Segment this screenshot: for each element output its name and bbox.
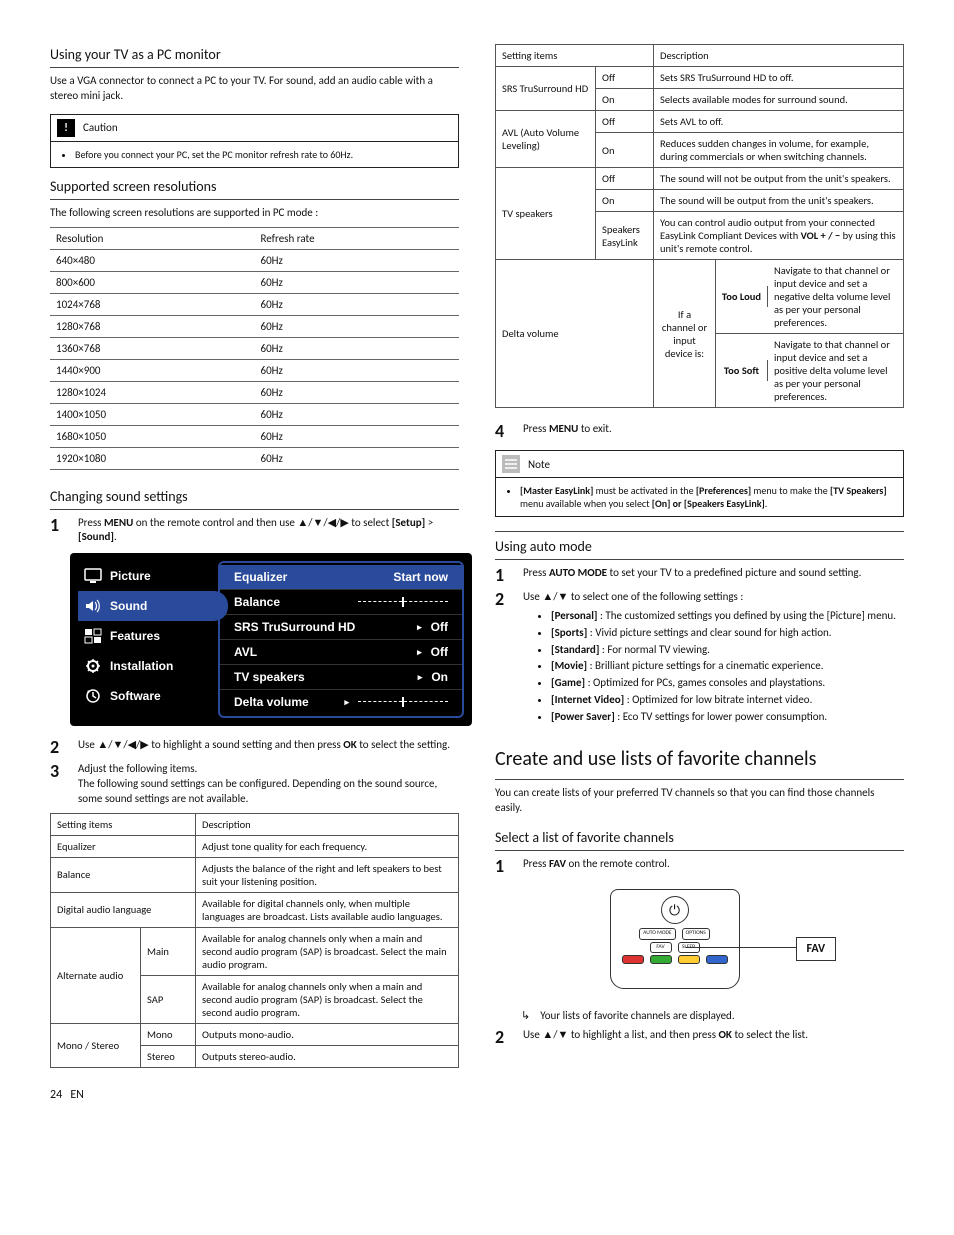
- heading-pc-monitor: Using your TV as a PC monitor: [50, 46, 459, 63]
- row-dal: Digital audio language: [51, 892, 196, 927]
- row-alt: Alternate audio: [51, 927, 141, 1023]
- heading-sound: Changing sound settings: [50, 488, 459, 505]
- row-bal: Balance: [51, 857, 196, 892]
- step-2: 2: [50, 738, 64, 756]
- list-item: [Internet Video] : Optimized for low bit…: [551, 693, 904, 708]
- table-cell: 60Hz: [255, 337, 460, 359]
- menu-item-features: Features: [78, 621, 218, 651]
- sound-menu-screenshot: PictureSoundFeaturesInstallationSoftware…: [70, 553, 472, 726]
- table-cell: 1440×900: [50, 359, 255, 381]
- table-cell: 1024×768: [50, 293, 255, 315]
- note-label: Note: [528, 458, 550, 471]
- fav-step-2: 2: [495, 1028, 509, 1046]
- menu-item-picture: Picture: [78, 561, 218, 591]
- resolution-table: Resolution Refresh rate 640×48060Hz800×6…: [50, 227, 459, 470]
- option-row: Delta volume▸: [220, 689, 462, 714]
- row-ms: Mono / Stereo: [51, 1023, 141, 1067]
- sound-settings-table-1: Setting items Description Equalizer Adju…: [50, 813, 459, 1068]
- table-cell: 60Hz: [255, 315, 460, 337]
- list-item: [Movie] : Brilliant picture settings for…: [551, 659, 904, 674]
- caution-label: Caution: [83, 121, 118, 134]
- note-box: Note [Master EasyLink] must be activated…: [495, 450, 904, 517]
- option-row: EqualizerStart now: [220, 565, 462, 589]
- auto-step-2: 2: [495, 590, 509, 729]
- step-4: 4: [495, 422, 509, 440]
- res-col1: Resolution: [50, 227, 255, 249]
- row-avl: AVL (Auto Volume Leveling): [496, 111, 596, 168]
- caution-text: Before you connect your PC, set the PC m…: [75, 148, 448, 161]
- list-item: [Sports] : Vivid picture settings and cl…: [551, 626, 904, 641]
- table-cell: 1280×768: [50, 315, 255, 337]
- table-cell: 60Hz: [255, 249, 460, 271]
- auto-step-1: 1: [495, 566, 509, 584]
- table-cell: 60Hz: [255, 447, 460, 469]
- step-2-text: Use ▲/▼/◀/▶ to highlight a sound setting…: [78, 738, 459, 756]
- step-1: 1: [50, 516, 64, 546]
- option-row: Balance: [220, 589, 462, 614]
- table-cell: 60Hz: [255, 359, 460, 381]
- table-cell: 1360×768: [50, 337, 255, 359]
- row-tvs: TV speakers: [496, 168, 596, 260]
- table-cell: 60Hz: [255, 293, 460, 315]
- fav-intro: You can create lists of your preferred T…: [495, 786, 904, 816]
- heading-select-fav: Select a list of favorite channels: [495, 829, 904, 846]
- res-col2: Refresh rate: [255, 227, 460, 249]
- list-item: [Game] : Optimized for PCs, games consol…: [551, 676, 904, 691]
- table-cell: 60Hz: [255, 381, 460, 403]
- menu-item-installation: Installation: [78, 651, 218, 681]
- fav-bullet: ↳Your lists of favorite channels are dis…: [521, 1009, 904, 1022]
- heading-auto-mode: Using auto mode: [495, 538, 904, 555]
- row-delta: Delta volume: [496, 260, 654, 408]
- table-cell: 1280×1024: [50, 381, 255, 403]
- menu-item-sound: Sound: [78, 591, 228, 621]
- row-eq: Equalizer: [51, 835, 196, 857]
- page-footer: 24 EN: [50, 1088, 459, 1102]
- option-row: TV speakers▸On: [220, 664, 462, 689]
- tbl-h2: Description: [196, 813, 459, 835]
- fav-step-1: 1: [495, 857, 509, 875]
- remote-illustration: ⏻ AUTO MODE OPTIONS FAV SLEEP FAV: [610, 889, 790, 999]
- heading-resolutions: Supported screen resolutions: [50, 178, 459, 195]
- caution-icon: !: [57, 119, 75, 137]
- power-icon: ⏻: [661, 896, 689, 924]
- text-res-intro: The following screen resolutions are sup…: [50, 206, 459, 221]
- heading-favorite: Create and use lists of favorite channel…: [495, 747, 904, 771]
- list-item: [Standard] : For normal TV viewing.: [551, 643, 904, 658]
- table-cell: 1920×1080: [50, 447, 255, 469]
- step-3-text: Adjust the following items. The followin…: [78, 762, 459, 807]
- option-row: SRS TruSurround HD▸Off: [220, 614, 462, 639]
- step-3: 3: [50, 762, 64, 807]
- text-pc-intro: Use a VGA connector to connect a PC to y…: [50, 74, 459, 104]
- note-text: [Master EasyLink] must be activated in t…: [520, 484, 893, 510]
- caution-box: ! Caution Before you connect your PC, se…: [50, 114, 459, 168]
- table-cell: 1680×1050: [50, 425, 255, 447]
- list-item: [Personal] : The customized settings you…: [551, 609, 904, 624]
- table-cell: 640×480: [50, 249, 255, 271]
- note-icon: [502, 455, 520, 473]
- table-cell: 800×600: [50, 271, 255, 293]
- table-cell: 60Hz: [255, 271, 460, 293]
- fav-label-callout: FAV: [796, 937, 837, 961]
- table-cell: 1400×1050: [50, 403, 255, 425]
- step-1-text: Press MENU on the remote control and the…: [78, 516, 459, 546]
- list-item: [Power Saver] : Eco TV settings for lowe…: [551, 710, 904, 725]
- step-4-text: Press MENU to exit.: [523, 422, 904, 440]
- row-srs: SRS TruSurround HD: [496, 67, 596, 111]
- table-cell: 60Hz: [255, 425, 460, 447]
- tbl-h1: Setting items: [51, 813, 196, 835]
- sound-settings-table-2: Setting items Description SRS TruSurroun…: [495, 44, 904, 408]
- table-cell: 60Hz: [255, 403, 460, 425]
- option-row: AVL▸Off: [220, 639, 462, 664]
- menu-item-software: Software: [78, 681, 218, 711]
